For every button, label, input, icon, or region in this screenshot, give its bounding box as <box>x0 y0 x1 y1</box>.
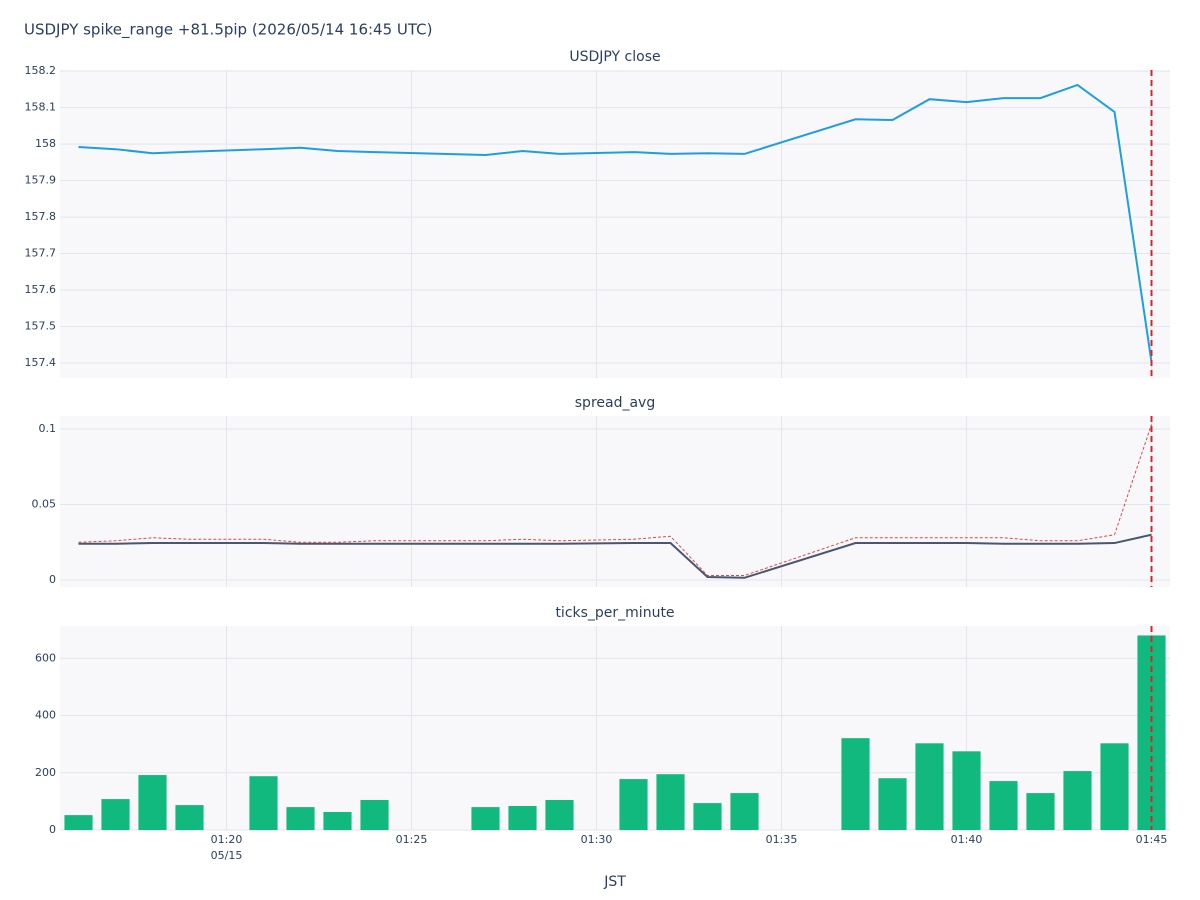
x-axis-label: JST <box>603 874 626 890</box>
y-tick-label: 158 <box>35 137 56 150</box>
line-series <box>78 424 1152 577</box>
bar <box>656 774 685 830</box>
bar <box>286 807 315 830</box>
bar <box>952 751 981 830</box>
x-tick-label: 01:45 <box>1136 833 1168 846</box>
y-tick-label: 157.9 <box>25 174 57 187</box>
x-tick-label: 01:30 <box>581 833 613 846</box>
plot-background <box>60 626 1170 830</box>
bar <box>545 799 574 830</box>
bar <box>841 738 870 830</box>
x-date-label: 05/15 <box>211 849 243 862</box>
y-tick-label: 157.5 <box>25 320 57 333</box>
y-tick-label: 157.8 <box>25 210 57 223</box>
x-tick-label: 01:20 <box>211 833 243 846</box>
bar <box>360 799 389 830</box>
bar <box>138 775 167 830</box>
bar <box>1100 743 1129 830</box>
y-tick-label: 157.7 <box>25 247 57 260</box>
bar <box>730 793 759 830</box>
bar <box>471 807 500 830</box>
y-tick-label: 0.1 <box>39 422 57 435</box>
subplot-title: ticks_per_minute <box>555 605 674 621</box>
y-tick-label: 400 <box>35 709 56 722</box>
bar <box>249 776 278 830</box>
x-tick-label: 01:40 <box>951 833 983 846</box>
bar <box>64 815 93 830</box>
x-tick-label: 01:35 <box>766 833 798 846</box>
chart-title: USDJPY spike_range +81.5pip (2026/05/14 … <box>24 21 433 40</box>
bar <box>175 805 204 830</box>
subplot-title: USDJPY close <box>569 49 660 65</box>
y-tick-label: 200 <box>35 766 56 779</box>
x-tick-label: 01:25 <box>396 833 428 846</box>
bar <box>508 805 537 830</box>
bar <box>878 778 907 830</box>
line-series <box>78 533 1152 579</box>
line-series <box>78 83 1153 363</box>
y-tick-label: 0 <box>49 573 56 586</box>
bar <box>915 743 944 830</box>
y-tick-label: 0.05 <box>32 498 57 511</box>
bar <box>693 803 722 830</box>
y-tick-label: 600 <box>35 651 56 664</box>
bar <box>323 811 352 830</box>
plot-background <box>60 416 1170 587</box>
bar <box>101 799 130 830</box>
y-tick-label: 158.2 <box>25 64 57 77</box>
y-tick-label: 157.4 <box>25 356 57 369</box>
y-tick-label: 158.1 <box>25 101 57 114</box>
subplot-title: spread_avg <box>575 395 655 411</box>
bar <box>1026 793 1055 830</box>
y-tick-label: 0 <box>49 823 56 836</box>
y-tick-label: 157.6 <box>25 283 57 296</box>
bar <box>989 781 1018 830</box>
bar <box>1063 771 1092 830</box>
bar <box>619 779 648 830</box>
